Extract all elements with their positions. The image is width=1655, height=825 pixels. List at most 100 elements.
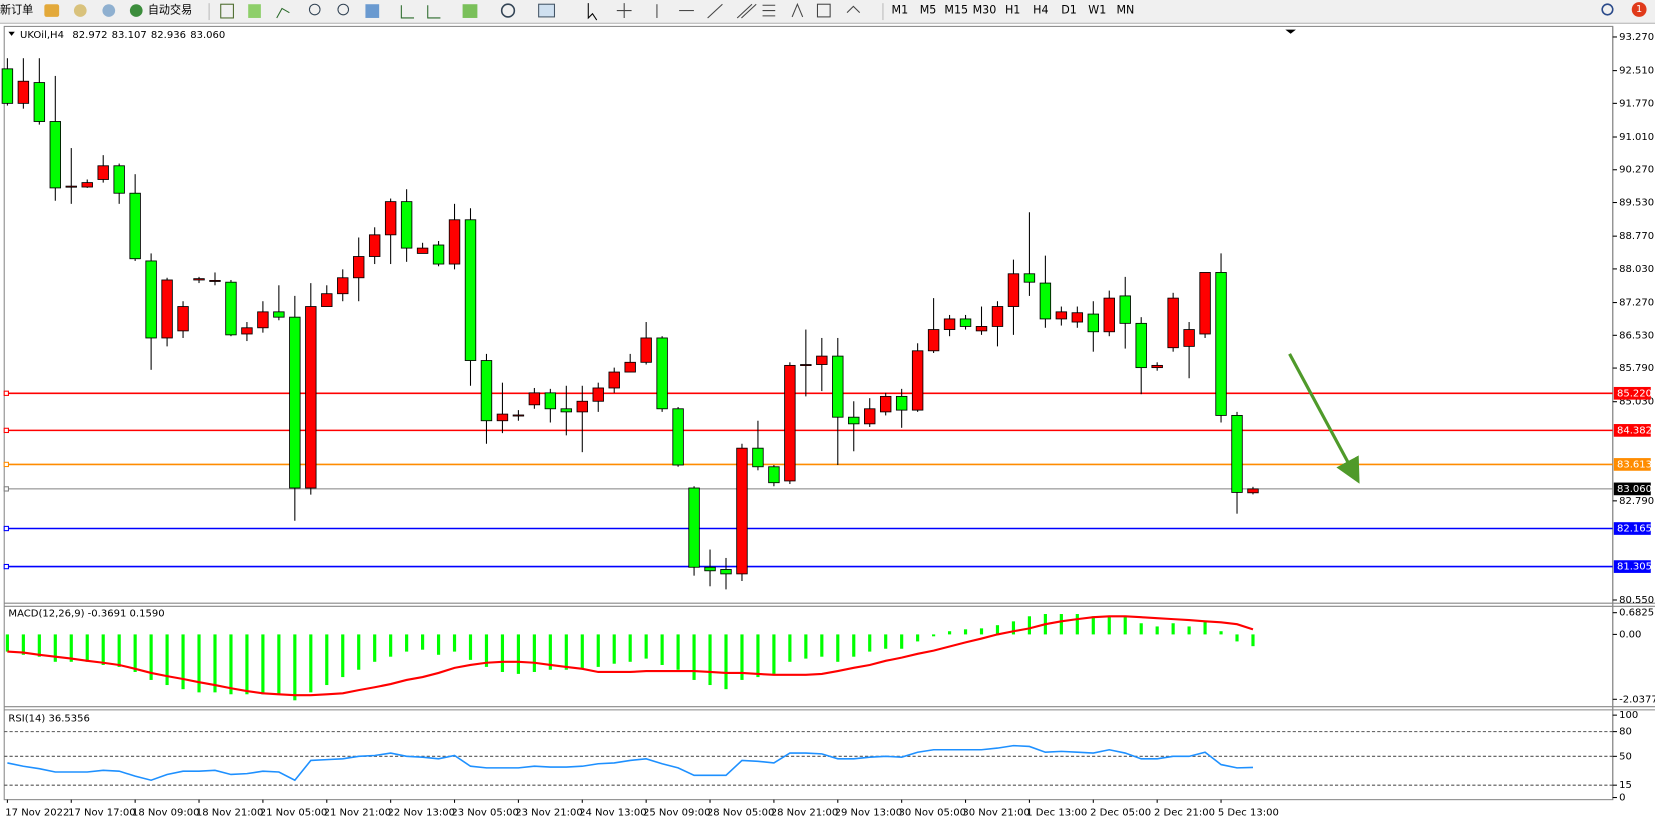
- icon[interactable]: [73, 4, 87, 17]
- timeframe-button[interactable]: M15: [944, 4, 968, 17]
- timeframe-button[interactable]: MN: [1117, 4, 1135, 17]
- icon[interactable]: [538, 3, 556, 18]
- macd-bar: [979, 628, 984, 635]
- macd-bar: [405, 634, 409, 652]
- candle-body: [832, 355, 844, 418]
- macd-bar: [149, 634, 153, 680]
- shift-marker: [1285, 29, 1296, 34]
- macd-bar: [21, 634, 25, 655]
- candle-body: [129, 192, 141, 260]
- macd-bar: [708, 634, 712, 686]
- y-tick-label: 92.510: [1619, 66, 1654, 77]
- icon[interactable]: [791, 2, 804, 18]
- macd-bar: [548, 634, 552, 670]
- candle-body: [1039, 282, 1052, 320]
- macd-bar: [101, 634, 105, 665]
- auto-trading-button[interactable]: 自动交易: [148, 3, 192, 17]
- candle-body: [97, 165, 109, 180]
- macd-bar: [820, 634, 824, 657]
- x-tick-label: 30 Nov 21:00: [962, 807, 1030, 818]
- macd-bar: [724, 634, 728, 690]
- candle-body: [1247, 488, 1259, 494]
- timeframe-button[interactable]: D1: [1061, 4, 1077, 17]
- candle-body: [448, 219, 461, 265]
- y-tick-label: 85.030: [1619, 397, 1654, 408]
- icon[interactable]: [616, 3, 632, 18]
- candle-body: [1183, 329, 1195, 347]
- icon[interactable]: [816, 3, 831, 18]
- icon[interactable]: [337, 3, 350, 16]
- macd-bar: [37, 634, 41, 657]
- macd-bar: [484, 634, 489, 667]
- icon[interactable]: [365, 4, 380, 18]
- macd-bar: [277, 634, 281, 695]
- level-label: 83.613: [1617, 459, 1652, 470]
- macd-bar: [421, 634, 425, 650]
- candle-body: [257, 311, 269, 329]
- candle-body: [496, 413, 509, 422]
- macd-bar: [564, 634, 568, 670]
- macd-bar: [836, 634, 840, 662]
- level-label-bg: [1613, 560, 1651, 573]
- level-label-bg: [1613, 458, 1651, 471]
- icon[interactable]: [276, 7, 290, 19]
- candle-body: [720, 569, 732, 575]
- icon[interactable]: [400, 5, 415, 19]
- timeframe-button[interactable]: M30: [973, 4, 997, 17]
- candle-body: [321, 293, 333, 307]
- level-label: 84.382: [1617, 425, 1652, 436]
- y-tick-label: 86.530: [1619, 330, 1654, 341]
- icon[interactable]: [220, 3, 234, 19]
- timeframe-button[interactable]: M1: [892, 4, 909, 17]
- level-label-bg: [1613, 482, 1651, 496]
- rsi-line: [7, 744, 1254, 782]
- candle-body: [480, 360, 493, 422]
- icon[interactable]: [500, 3, 516, 18]
- macd-bar: [293, 634, 297, 701]
- candle-body: [400, 201, 413, 249]
- icon[interactable]: [462, 4, 478, 18]
- icon[interactable]: [707, 3, 723, 19]
- icon[interactable]: [762, 4, 776, 17]
- macd-bar: [133, 634, 137, 672]
- timeframe-button[interactable]: W1: [1088, 4, 1106, 17]
- macd-bar: [1187, 626, 1191, 635]
- macd-bar: [963, 629, 968, 635]
- macd-bar: [884, 634, 888, 649]
- icon[interactable]: [308, 3, 321, 16]
- icon[interactable]: [736, 3, 757, 19]
- icon[interactable]: [102, 4, 116, 17]
- level-handle: [3, 563, 9, 570]
- rsi-tick-label: 15: [1619, 780, 1632, 791]
- candle-body: [337, 277, 349, 295]
- icon[interactable]: [248, 4, 261, 18]
- notification-badge[interactable]: [1631, 2, 1647, 17]
- icon[interactable]: [427, 5, 441, 19]
- timeframe-button[interactable]: H1: [1005, 4, 1020, 17]
- timeframe-button[interactable]: M5: [920, 4, 937, 17]
- candle-body: [145, 260, 157, 339]
- new-order-button[interactable]: 新订单: [0, 3, 33, 17]
- candle-body: [161, 279, 173, 339]
- timeframe-button[interactable]: H4: [1033, 4, 1048, 17]
- macd-bar: [612, 634, 616, 664]
- x-tick-label: 2 Dec 05:00: [1090, 807, 1151, 818]
- y-tick-label: 80.550: [1619, 595, 1654, 606]
- macd-bar: [452, 634, 457, 652]
- rsi-tick-label: 100: [1619, 710, 1638, 721]
- search-icon[interactable]: [1601, 3, 1614, 16]
- level-handle: [3, 390, 9, 396]
- level-handle: [3, 486, 9, 492]
- candle-body: [384, 201, 397, 236]
- macd-bar: [995, 625, 1000, 635]
- icon[interactable]: [129, 4, 143, 17]
- icon[interactable]: [846, 5, 861, 14]
- candle-body: [624, 361, 636, 373]
- icon[interactable]: [587, 3, 598, 21]
- level-label-bg: [1613, 424, 1651, 437]
- candle-body: [544, 392, 557, 410]
- y-tick-label: 90.270: [1619, 165, 1654, 176]
- icon[interactable]: [44, 4, 60, 17]
